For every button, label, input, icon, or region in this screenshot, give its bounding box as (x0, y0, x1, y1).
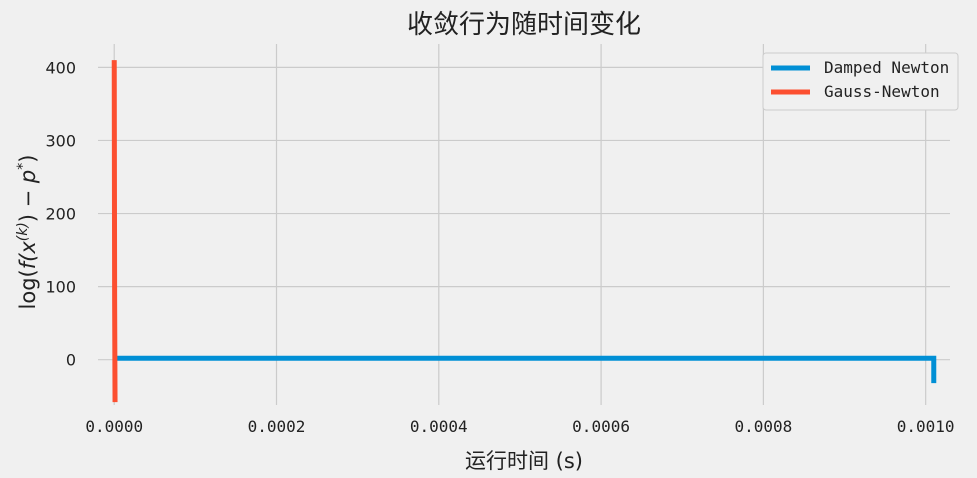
legend-label-gauss-newton: Gauss-Newton (824, 82, 940, 101)
y-tick-label: 200 (45, 205, 76, 224)
legend-box (762, 52, 959, 111)
y-tick-label: 400 (45, 58, 76, 77)
x-tick-label: 0.0010 (897, 417, 955, 436)
x-tick-label: 0.0000 (85, 417, 143, 436)
y-tick-label: 0 (66, 351, 76, 370)
legend-label-damped-newton: Damped Newton (824, 58, 949, 77)
y-tick-label: 300 (45, 131, 76, 150)
y-axis-label: log(f(x(k)) − p*) (15, 155, 40, 310)
series-line-damped-newton (114, 355, 937, 384)
series-layer (111, 60, 937, 403)
legend: Damped Newton Gauss-Newton (762, 52, 959, 111)
chart-title: 收敛行为随时间变化 (407, 10, 641, 40)
y-tick-label: 100 (45, 278, 76, 297)
tick-layer: 0.0000 0.0002 0.0004 0.0006 0.0008 0.0010 0 100… (45, 58, 954, 436)
x-tick-label: 0.0004 (410, 417, 468, 436)
x-axis-label: 运行时间 (s) (465, 449, 583, 473)
x-tick-label: 0.0008 (734, 417, 792, 436)
series-line-gauss-newton (111, 60, 118, 403)
x-tick-label: 0.0002 (248, 417, 306, 436)
x-tick-label: 0.0006 (572, 417, 630, 436)
